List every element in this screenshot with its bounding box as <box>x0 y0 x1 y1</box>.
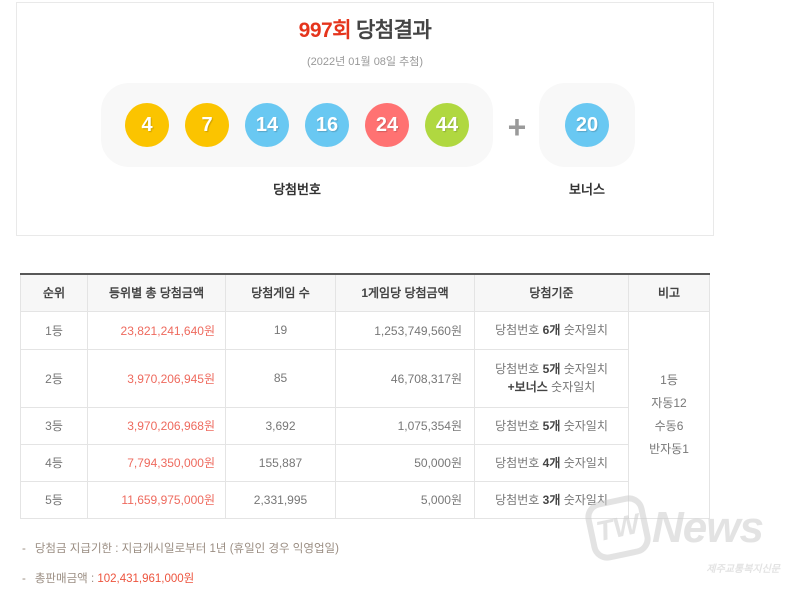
lotto-ball-24: 24 <box>365 103 409 147</box>
prize-row-3: 3등 3,970,206,968원 3,692 1,075,354원 당첨번호 5개 숫… <box>20 406 710 445</box>
remark-cell: 1등 자동12 수동6 반자동1 <box>628 310 710 519</box>
draw-round-number: 997회 <box>298 19 352 42</box>
plus-icon: + <box>507 109 527 145</box>
total-amount-cell: 11,659,975,000원 <box>87 480 226 519</box>
game-count-cell: 85 <box>225 348 336 408</box>
per-game-amount-cell: 46,708,317원 <box>335 348 475 408</box>
per-game-amount-cell: 1,075,354원 <box>335 406 475 445</box>
total-amount-cell: 23,821,241,640원 <box>87 310 226 350</box>
header-amount-per-game: 1게임당 당첨금액 <box>335 273 475 312</box>
per-game-amount-cell: 5,000원 <box>335 480 475 519</box>
total-amount-cell: 3,970,206,945원 <box>87 348 226 408</box>
total-sales-label: 총판매금액 : <box>34 573 98 585</box>
criteria-cell: 당첨번호 5개 숫자일치 <box>474 406 629 445</box>
page-title: 997회 당첨결과 <box>17 14 713 44</box>
lotto-ball-44: 44 <box>425 103 469 147</box>
footnotes: - 당첨금 지급기한 : 지급개시일로부터 1년 (휴일인 경우 익영업일) -총… <box>22 540 339 600</box>
prize-row-1: 1등 23,821,241,640원 19 1,253,749,560원 당첨번호 6개… <box>20 310 710 519</box>
total-sales-note: - 총판매금액 : 102,431,961,000원 <box>22 570 339 586</box>
criteria-cell: 당첨번호 3개 숫자일치 <box>474 480 629 519</box>
criteria-cell: 당첨번호 4개 숫자일치 <box>474 443 629 482</box>
lotto-ball-4: 4 <box>125 103 169 147</box>
prize-table-header-row: 순위 등위별 총 당첨금액 당첨게임 수 1게임당 당첨금액 당첨기준 비고 <box>20 273 710 312</box>
rank-cell: 1등 <box>20 310 88 350</box>
lotto-ball-7: 7 <box>185 103 229 147</box>
criteria-cell: 당첨번호 6개 숫자일치 <box>474 310 629 350</box>
payment-deadline-text: 당첨금 지급기한 : 지급개시일로부터 1년 (휴일인 경우 익영업일) <box>34 543 339 555</box>
winning-numbers-group: 4 7 14 16 24 44 <box>101 83 493 167</box>
criteria-cell: 당첨번호 5개 숫자일치 +보너스 숫자일치 <box>474 348 629 408</box>
bonus-number-group: 20 <box>539 83 635 167</box>
total-amount-cell: 3,970,206,968원 <box>87 406 226 445</box>
rank-cell: 5등 <box>20 480 88 519</box>
header-rank: 순위 <box>20 273 88 312</box>
rank-cell: 3등 <box>20 406 88 445</box>
total-sales-amount: 102,431,961,000원 <box>97 573 195 585</box>
note-dash: - <box>22 543 26 555</box>
draw-date: (2022년 01월 08일 추첨) <box>306 56 424 68</box>
header-criteria: 당첨기준 <box>474 273 629 312</box>
header-remark: 비고 <box>628 273 710 312</box>
rank-cell: 2등 <box>20 348 88 408</box>
header-game-count: 당첨게임 수 <box>225 273 336 312</box>
draw-result-panel: 997회 당첨결과 (2022년 01월 08일 추첨) 4 7 14 16 24 44 +… <box>16 2 714 236</box>
note-dash: - <box>22 573 26 585</box>
prize-table: 순위 등위별 총 당첨금액 당첨게임 수 1게임당 당첨금액 당첨기준 비고 1… <box>20 273 710 519</box>
game-count-cell: 19 <box>225 310 336 350</box>
game-count-cell: 155,887 <box>225 443 336 482</box>
winning-numbers-label: 당첨번호 <box>273 182 321 197</box>
lotto-ball-14: 14 <box>245 103 289 147</box>
page-title-text: 당첨결과 <box>356 19 432 42</box>
watermark-subtitle: 제주교통복지신문 <box>706 564 780 575</box>
game-count-cell: 3,692 <box>225 406 336 445</box>
header-total-amount: 등위별 총 당첨금액 <box>87 273 226 312</box>
payment-deadline-note: - 당첨금 지급기한 : 지급개시일로부터 1년 (휴일인 경우 익영업일) <box>22 540 339 556</box>
prize-row-5: 5등 11,659,975,000원 2,331,995 5,000원 당첨번호 3개 … <box>20 480 710 519</box>
per-game-amount-cell: 1,253,749,560원 <box>335 310 475 350</box>
per-game-amount-cell: 50,000원 <box>335 443 475 482</box>
rank-cell: 4등 <box>20 443 88 482</box>
lotto-ball-20: 20 <box>565 103 609 147</box>
bonus-label: 보너스 <box>569 182 605 197</box>
prize-row-4: 4등 7,794,350,000원 155,887 50,000원 당첨번호 4개 숫자… <box>20 443 710 482</box>
total-amount-cell: 7,794,350,000원 <box>87 443 226 482</box>
lotto-ball-16: 16 <box>305 103 349 147</box>
game-count-cell: 2,331,995 <box>225 480 336 519</box>
prize-row-2: 2등 3,970,206,945원 85 46,708,317원 당첨번호 5개 숫자일… <box>20 348 710 408</box>
